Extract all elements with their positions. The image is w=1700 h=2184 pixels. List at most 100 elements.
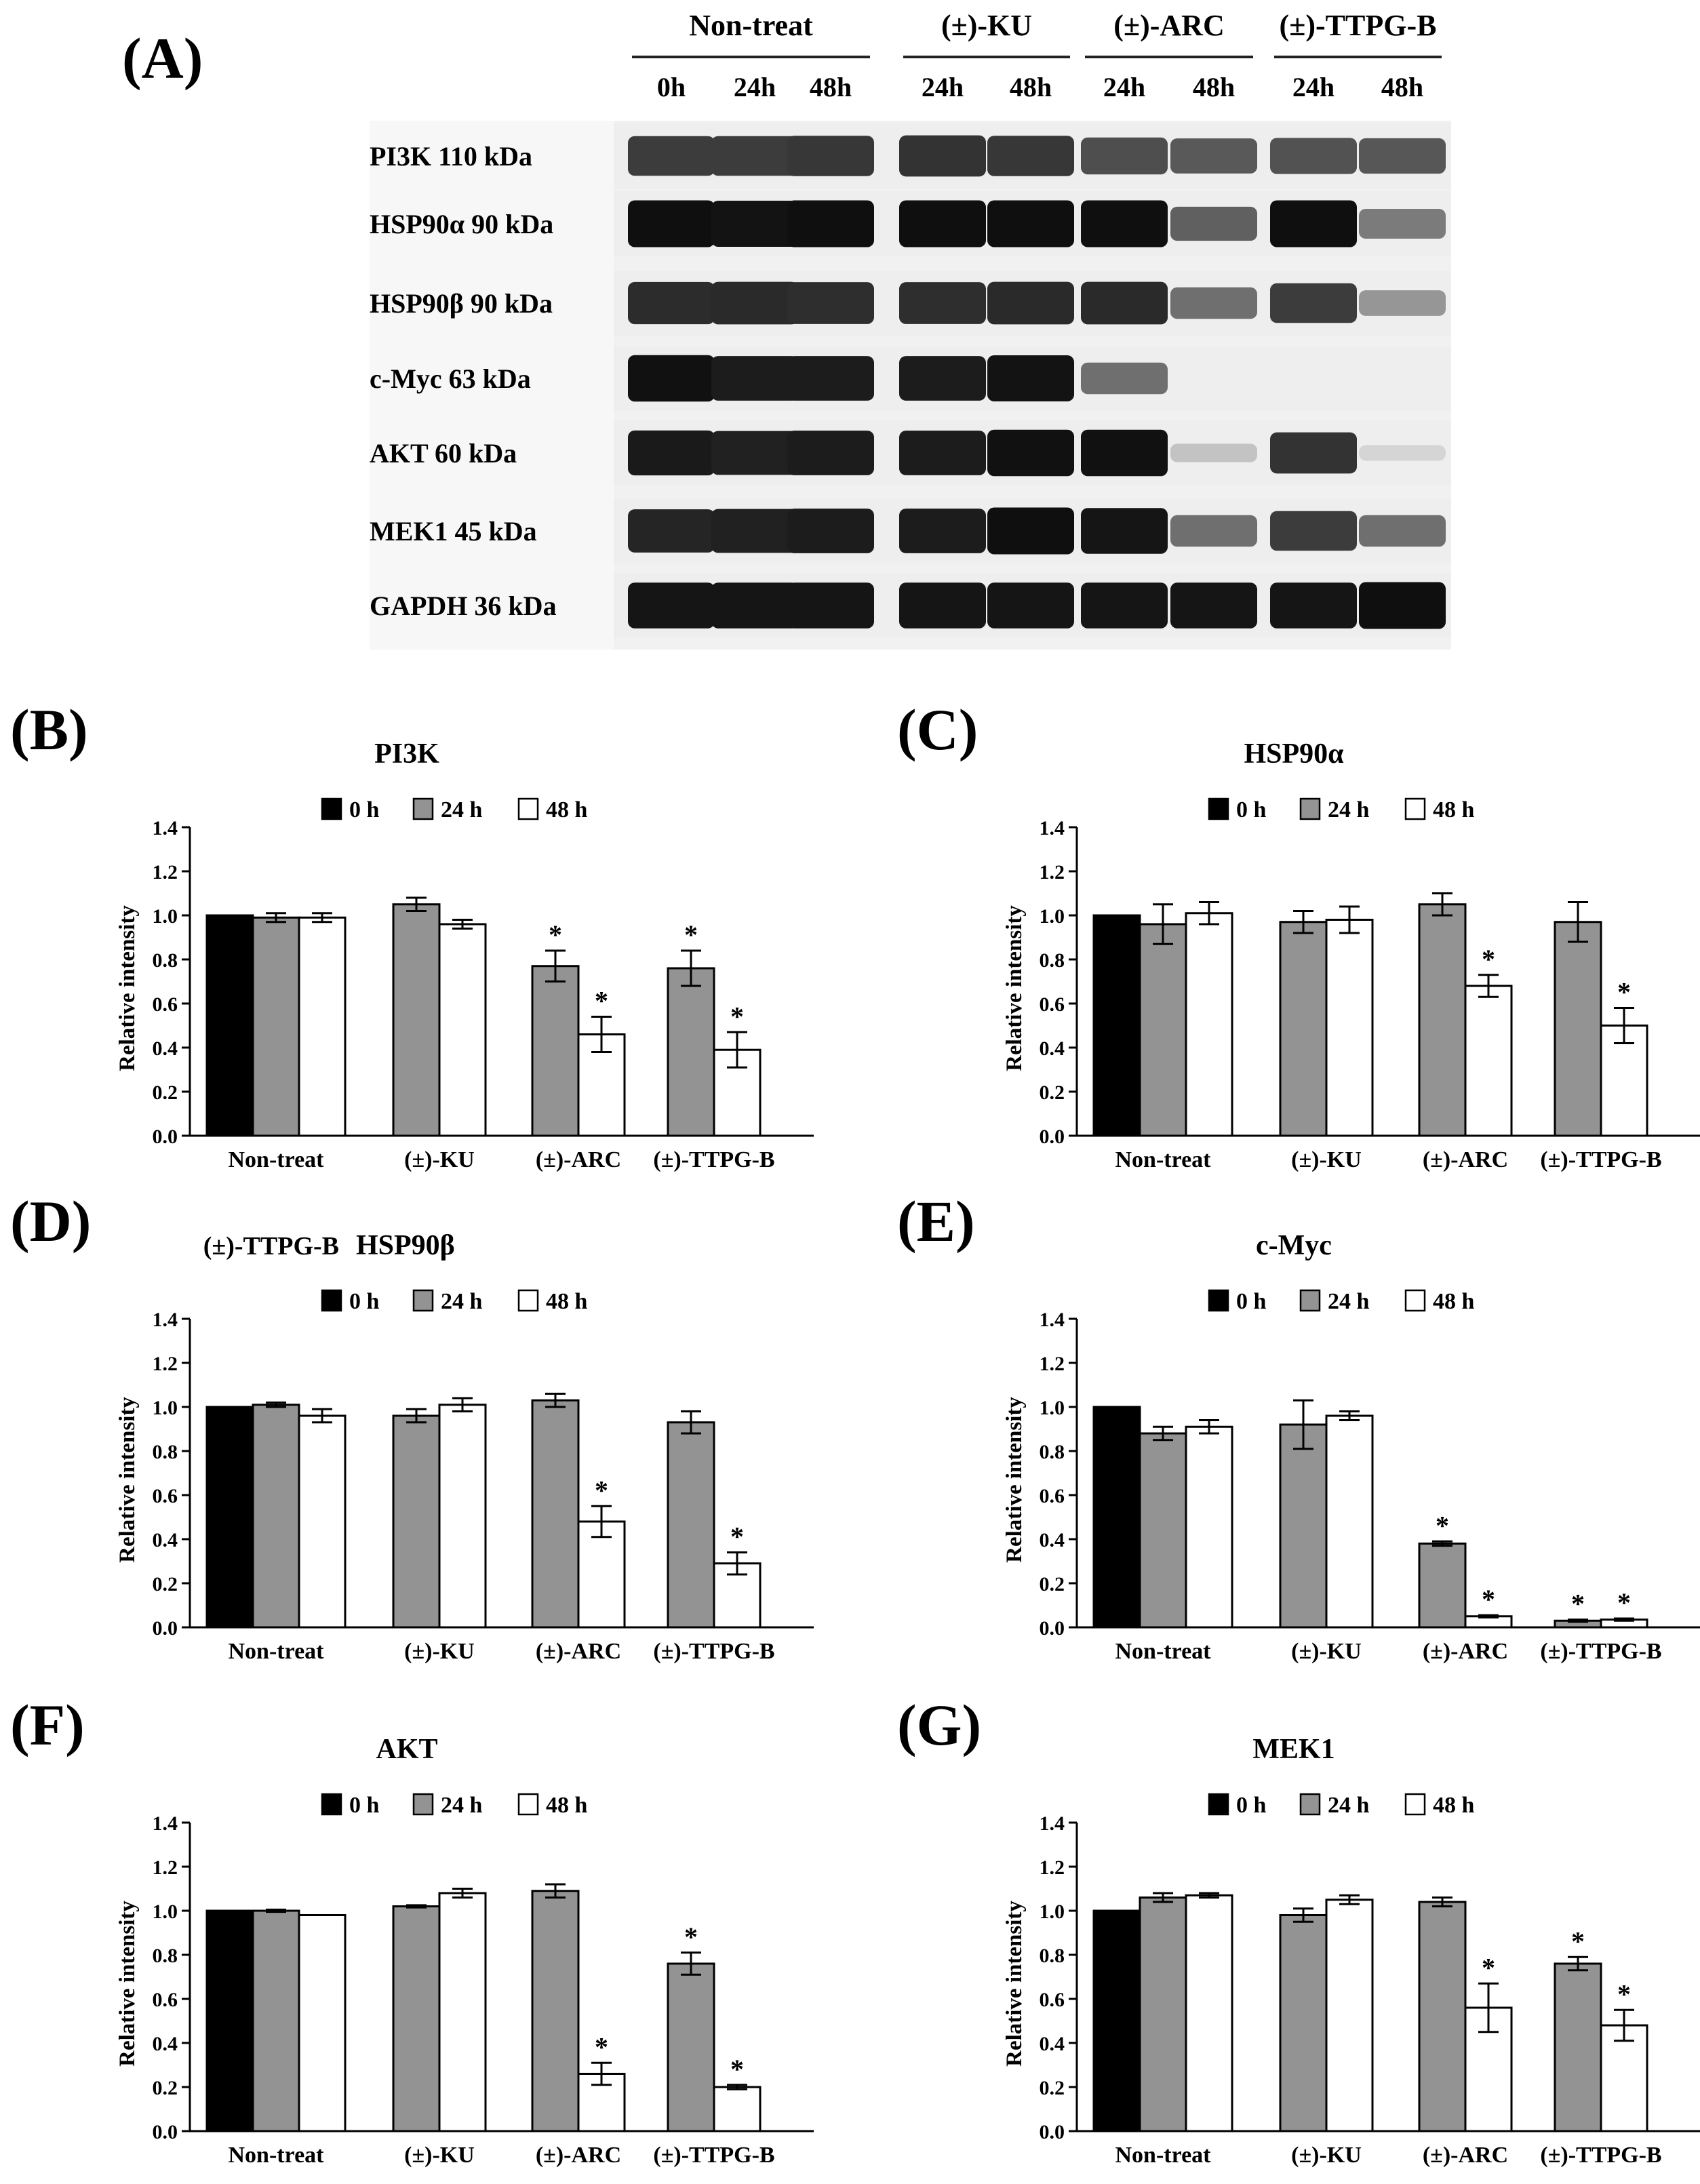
blot-band	[899, 356, 986, 401]
legend-swatch	[1208, 797, 1229, 820]
y-tick-label: 0.8	[1040, 1441, 1065, 1463]
blot-group-label: (±)-ARC	[1113, 9, 1224, 42]
x-tick-label: (±)-KU	[1291, 1639, 1362, 1664]
legend-label: 24 h	[441, 1793, 483, 1818]
y-axis-label: Relative intensity	[115, 905, 140, 1071]
y-tick-label: 1.0	[153, 1397, 178, 1419]
blot-row-label: HSP90α 90 kDa	[370, 209, 553, 239]
significance-marker: *	[730, 1001, 744, 1031]
bar	[252, 916, 300, 1137]
chart-title: HSP90α	[1244, 738, 1344, 770]
legend-label: 0 h	[349, 1793, 380, 1818]
x-tick-label: (±)-KU	[404, 1147, 475, 1172]
significance-marker: *	[1571, 1926, 1585, 1956]
blot-band	[1170, 287, 1257, 319]
y-tick-label: 0.0	[153, 1617, 178, 1640]
blot-band	[628, 582, 715, 629]
blot-band	[1359, 290, 1446, 316]
y-axis-label: Relative intensity	[115, 1397, 140, 1563]
legend-swatch	[517, 1289, 539, 1312]
x-tick-label: (±)-KU	[1291, 1147, 1362, 1172]
blot-band	[899, 200, 986, 247]
blot-group-label: (±)-KU	[941, 9, 1032, 42]
blot-band	[987, 507, 1074, 555]
blot-band	[899, 282, 986, 324]
y-tick-label: 1.4	[153, 817, 178, 839]
blot-band	[1359, 582, 1446, 629]
blot-band	[1359, 515, 1446, 547]
blot-band	[787, 282, 874, 324]
x-tick-label: (±)-ARC	[536, 1639, 621, 1664]
bar	[531, 1399, 580, 1629]
bar	[1185, 1894, 1233, 2132]
y-tick-label: 0.2	[1040, 2077, 1065, 2099]
x-tick-label: (±)-TTPG-B	[653, 1639, 774, 1664]
y-tick-label: 1.4	[153, 1812, 178, 1835]
blot-band	[987, 429, 1074, 477]
x-tick-label: Non-treat	[1115, 2143, 1212, 2168]
x-tick-label: Non-treat	[229, 2143, 325, 2168]
chart-title: PI3K	[374, 738, 439, 770]
bar	[1325, 919, 1374, 1137]
y-axis-label: Relative intensity	[1002, 905, 1027, 1071]
blot-band	[1081, 137, 1168, 175]
panel-label: (F)	[10, 1692, 85, 1758]
blot-time-label: 24h	[922, 72, 964, 102]
y-tick-label: 0.0	[1040, 1126, 1065, 1148]
significance-marker: *	[595, 2031, 608, 2062]
y-tick-label: 0.8	[153, 1441, 178, 1463]
y-tick-label: 1.0	[1040, 1397, 1065, 1419]
bar	[1464, 985, 1513, 1137]
significance-marker: *	[1482, 1584, 1495, 1614]
bar	[252, 1909, 300, 2132]
x-tick-label: (±)-ARC	[1423, 1639, 1508, 1664]
y-tick-label: 0.6	[153, 1485, 178, 1507]
blot-band	[787, 200, 874, 247]
significance-marker: *	[730, 2054, 744, 2084]
y-tick-label: 1.2	[153, 1353, 178, 1375]
bar	[392, 1414, 441, 1629]
legend-label: 24 h	[441, 797, 483, 822]
y-tick-label: 0.0	[153, 1126, 178, 1148]
legend-label: 48 h	[546, 1289, 588, 1314]
bar	[1185, 912, 1233, 1137]
y-tick-label: 0.4	[1040, 1037, 1065, 1060]
blot-band	[628, 200, 715, 247]
blot-band	[987, 582, 1074, 629]
blot-group-label: (±)-TTPG-B	[1280, 9, 1437, 42]
y-tick-label: 0.4	[1040, 2033, 1065, 2055]
legend-swatch	[412, 797, 434, 820]
blot-band	[1170, 515, 1257, 547]
bar	[1325, 1899, 1374, 2132]
bar-chart: (D) (±)-TTPG-B HSP90β 0 h 24 h 48 h 0.0 0.2 0.4 0…	[10, 1189, 814, 1664]
significance-marker: *	[595, 986, 608, 1016]
legend-swatch	[517, 1793, 539, 1816]
legend-swatch	[412, 1289, 434, 1312]
blot-band	[628, 355, 715, 402]
bar	[1092, 1406, 1141, 1629]
blot-band	[628, 136, 715, 176]
bar	[298, 1914, 347, 2132]
blot-band	[787, 356, 874, 401]
blot-band	[1270, 138, 1357, 174]
bar	[1279, 1423, 1328, 1629]
legend-swatch	[1299, 1289, 1321, 1312]
y-tick-label: 0.2	[153, 1081, 178, 1104]
blot-band	[1270, 582, 1357, 629]
legend-swatch	[321, 1793, 342, 1816]
blot-band	[711, 136, 798, 176]
bar	[1279, 1914, 1328, 2132]
blot-band	[899, 509, 986, 553]
bar	[298, 916, 347, 1137]
x-tick-label: Non-treat	[1115, 1639, 1212, 1664]
blot-band	[1270, 283, 1357, 323]
legend-label: 0 h	[1236, 1793, 1267, 1818]
bar	[298, 1414, 347, 1629]
significance-marker: *	[1482, 944, 1495, 974]
bar	[1092, 1909, 1141, 2132]
chart-title: HSP90β	[356, 1230, 455, 1261]
blot-band	[1270, 511, 1357, 551]
chart-title: AKT	[376, 1734, 437, 1765]
